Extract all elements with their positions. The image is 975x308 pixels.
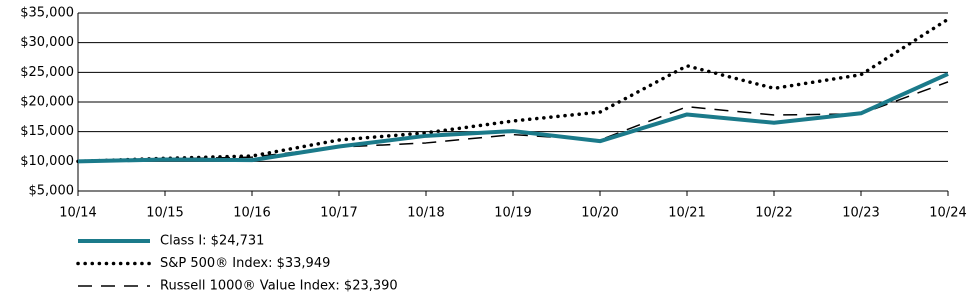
series-line <box>77 72 949 164</box>
y-tick-label: $5,000 <box>29 184 75 199</box>
x-tick-label: 10/19 <box>494 206 531 221</box>
y-tick-label: $15,000 <box>20 124 74 139</box>
x-tick-label: 10/16 <box>233 206 270 221</box>
x-tick-label: 10/21 <box>668 206 705 221</box>
y-tick-label: $30,000 <box>20 35 74 50</box>
y-tick-label: $25,000 <box>20 65 74 80</box>
series-line <box>77 81 949 163</box>
y-tick-label: $35,000 <box>20 6 74 21</box>
x-tick-label: 10/14 <box>59 206 96 221</box>
x-tick-label: 10/15 <box>146 206 183 221</box>
x-tick-label: 10/20 <box>581 206 618 221</box>
x-tick-label: 10/18 <box>407 206 444 221</box>
x-tick-label: 10/17 <box>320 206 357 221</box>
legend-label: Russell 1000® Value Index: $23,390 <box>160 279 398 294</box>
y-tick-label: $10,000 <box>20 154 74 169</box>
series-line <box>76 17 950 164</box>
x-tick-label: 10/22 <box>755 206 792 221</box>
legend-label: Class I: $24,731 <box>160 234 264 249</box>
y-tick-label: $20,000 <box>20 95 74 110</box>
x-tick-label: 10/24 <box>929 206 966 221</box>
legend-label: S&P 500® Index: $33,949 <box>160 256 330 271</box>
x-tick-label: 10/23 <box>842 206 879 221</box>
